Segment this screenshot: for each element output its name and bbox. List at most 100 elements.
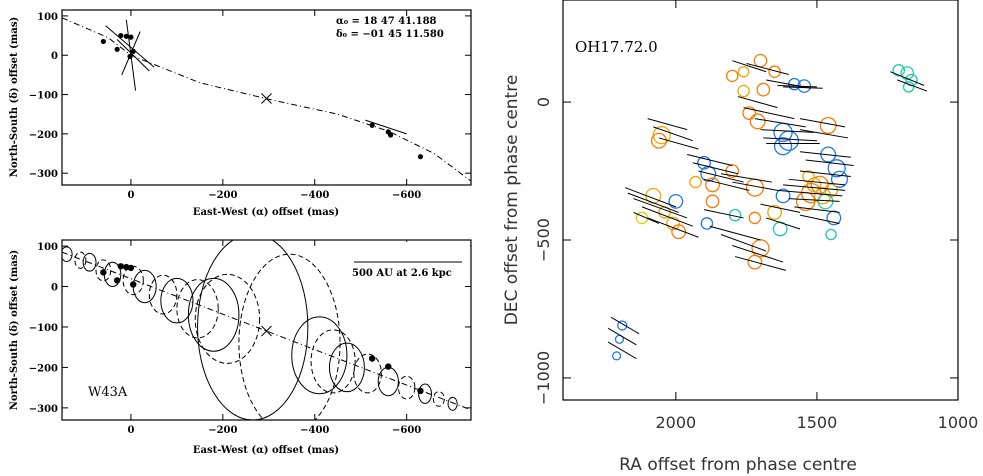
- y-axis-label: DEC offset from phase centre: [502, 75, 522, 326]
- polarization-vector: [765, 217, 801, 230]
- polarization-vector: [794, 206, 840, 213]
- y-tick-label: −300: [29, 404, 58, 415]
- ellipse-dashed: [310, 329, 356, 394]
- maser-point: [417, 387, 424, 395]
- maser-spot: [902, 81, 915, 93]
- y-tick-label: −500: [534, 218, 553, 262]
- scale-bar-label: 500 AU at 2.6 kpc: [352, 268, 452, 279]
- maser-spot: [748, 211, 762, 225]
- polarization-vector: [746, 62, 789, 75]
- x-tick-label: 0: [127, 190, 134, 201]
- maser-spot: [725, 69, 739, 83]
- polarization-vector: [658, 137, 699, 150]
- x-tick-label: 1000: [938, 413, 979, 432]
- polarization-vector: [732, 245, 784, 263]
- ellipse-dashed: [238, 253, 341, 420]
- maser-spot: [825, 228, 837, 241]
- maser-spot: [819, 116, 837, 135]
- x-axis-label: RA offset from phase centre: [619, 455, 857, 475]
- maser-point: [128, 34, 134, 40]
- polarization-vector: [607, 341, 637, 360]
- jet-segment: [116, 39, 150, 72]
- maser-point: [368, 355, 376, 362]
- polarization-vector: [788, 198, 840, 202]
- maser-spot: [671, 224, 687, 240]
- ellipse-solid: [328, 342, 365, 393]
- trajectory-chart-top: 0 −200 −400 −600 100 0 −100 −200 −300 α₀ = 18 47…: [9, 9, 472, 218]
- polarization-vector: [641, 206, 693, 227]
- maser-point: [100, 269, 107, 276]
- ellipse-solid: [377, 366, 399, 397]
- maser-spot: [749, 113, 766, 130]
- ellipse-dashed: [95, 259, 112, 282]
- maser-spot: [700, 217, 714, 230]
- maser-spot: [689, 175, 702, 189]
- y-tick-label: −200: [29, 130, 58, 141]
- maser-spot: [756, 82, 771, 97]
- x-tick-label: 1500: [797, 413, 838, 432]
- y-tick-label: 100: [37, 12, 58, 23]
- x-axis-label: East-West (α) offset (mas): [193, 207, 339, 218]
- ellipse-solid: [62, 246, 73, 262]
- polarization-vector: [799, 214, 840, 224]
- maser-spot: [775, 188, 791, 204]
- maser-spot: [635, 211, 649, 225]
- ellipse-dashed: [353, 353, 382, 394]
- polarization-vector: [799, 118, 846, 128]
- x-tick-label: −600: [392, 190, 421, 201]
- maser-spot: [768, 65, 781, 79]
- polarization-vector: [763, 137, 817, 142]
- maser-spot: [666, 216, 680, 231]
- polarization-vector: [624, 187, 677, 208]
- polarization-vector: [720, 234, 767, 252]
- ellipse-dashed: [74, 251, 87, 269]
- maser-spot: [747, 254, 763, 270]
- maser-spot: [742, 106, 757, 120]
- ellipse-solid: [132, 269, 157, 304]
- ellipse-dashed: [397, 375, 416, 400]
- coords-dec: δ₀ = −01 45 11.580: [336, 29, 444, 40]
- panel-label: W43A: [88, 385, 128, 400]
- polarization-vector: [799, 170, 851, 178]
- polarization-vector: [777, 85, 817, 88]
- plot-frame: [61, 9, 472, 186]
- polarization-vector: [633, 211, 660, 224]
- y-tick-label: −100: [29, 91, 58, 102]
- plot-frame: [61, 239, 472, 421]
- ellipse-solid: [447, 396, 458, 411]
- ellipse-solid: [82, 252, 97, 272]
- polarization-vector: [805, 159, 854, 167]
- polarization-vector: [720, 173, 772, 183]
- maser-spot: [806, 177, 822, 193]
- y-axis-label: North-South (δ) offset (mas): [9, 250, 20, 410]
- ellipse-dashed: [148, 274, 178, 315]
- maser-spot: [705, 194, 720, 209]
- maser-point: [369, 122, 375, 128]
- maser-point: [127, 53, 133, 60]
- maser-point: [118, 32, 124, 39]
- maser-point: [117, 263, 125, 270]
- polarization-vector: [760, 129, 815, 133]
- polarization-vector: [737, 96, 778, 109]
- maser-point: [123, 33, 129, 39]
- maser-spot: [826, 210, 842, 226]
- x-tick-label: 2000: [655, 413, 696, 432]
- polarization-vector: [777, 189, 843, 197]
- maser-spot: [652, 126, 671, 145]
- polarization-vector: [703, 209, 744, 219]
- plot-frame: [562, 0, 959, 401]
- polarization-vector: [783, 86, 823, 89]
- polarization-vector: [890, 71, 925, 86]
- ellipse-solid: [291, 316, 348, 395]
- y-tick-label: 0: [51, 51, 58, 62]
- polarization-vector: [734, 256, 787, 271]
- maser-point: [130, 281, 137, 288]
- polarization-vector: [754, 118, 806, 128]
- maser-spot: [892, 64, 906, 77]
- coords-ra: α₀ = 18 47 41.188: [336, 16, 437, 27]
- ellipse-solid: [160, 277, 194, 324]
- y-tick-label: −100: [29, 323, 58, 334]
- y-tick-label: 0: [51, 283, 58, 294]
- ellipse-chart-bottom: 0 −200 −400 −600 100 0 −100 −200 −300 500 AU at …: [9, 239, 472, 456]
- polarization-vector: [633, 198, 688, 219]
